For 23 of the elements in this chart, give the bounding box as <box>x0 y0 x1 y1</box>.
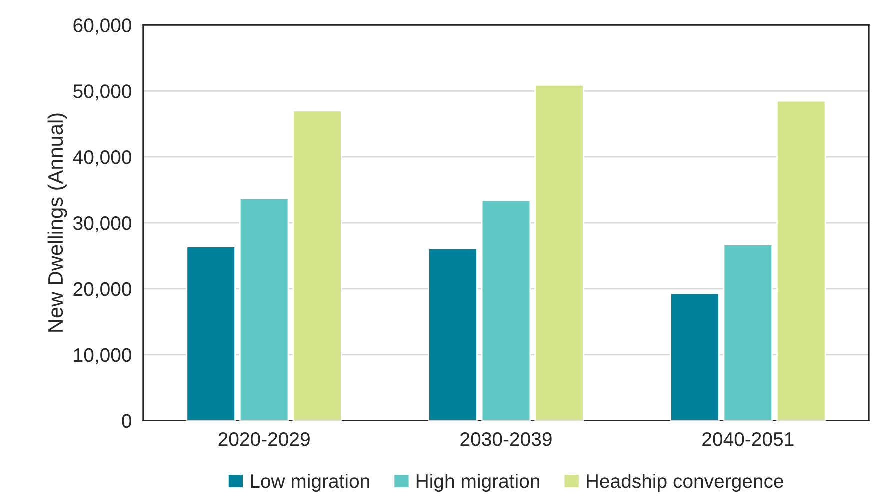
y-tick-label: 30,000 <box>74 216 132 233</box>
bar <box>670 292 720 421</box>
bar <box>776 100 826 421</box>
y-tick-label: 50,000 <box>74 84 132 101</box>
y-axis-title: New Dwellings (Annual) <box>48 114 68 332</box>
legend-label: High migration <box>416 474 540 492</box>
x-tick-label: 2030-2039 <box>460 432 552 446</box>
bar <box>186 246 236 421</box>
bar <box>239 198 290 421</box>
bar <box>481 200 532 421</box>
y-tick-label: 60,000 <box>74 18 132 35</box>
y-tick-label: 10,000 <box>74 348 132 364</box>
legend-label: Low migration <box>251 474 370 492</box>
bar <box>428 248 478 421</box>
legend-label: Headship convergence <box>587 474 784 492</box>
bar <box>723 244 774 421</box>
y-tick-label: 20,000 <box>74 282 132 298</box>
y-tick-label: 0 <box>122 414 132 428</box>
bar <box>534 84 584 421</box>
x-tick-label: 2040-2051 <box>702 432 794 446</box>
y-tick-label: 40,000 <box>73 150 132 167</box>
bar <box>292 110 342 421</box>
x-tick-label: 2020-2029 <box>218 432 310 446</box>
